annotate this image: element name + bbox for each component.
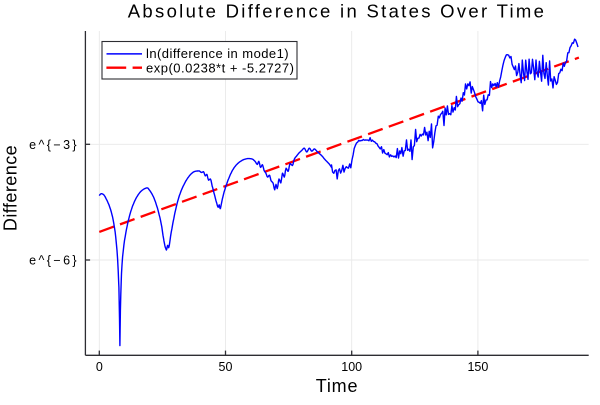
svg-text:Absolute Difference in States: Absolute Difference in States Over Time	[128, 1, 546, 22]
svg-text:e^{−3}: e^{−3}	[29, 138, 79, 152]
svg-text:100: 100	[341, 360, 362, 374]
svg-text:e^{−6}: e^{−6}	[29, 254, 79, 268]
svg-text:ln(difference in mode1): ln(difference in mode1)	[146, 46, 289, 61]
svg-text:exp(0.0238*t + -5.2727): exp(0.0238*t + -5.2727)	[146, 60, 294, 75]
svg-text:150: 150	[467, 360, 488, 374]
svg-text:Difference: Difference	[1, 145, 21, 231]
svg-text:0: 0	[96, 360, 103, 374]
svg-text:50: 50	[219, 360, 233, 374]
svg-text:Time: Time	[316, 376, 359, 396]
